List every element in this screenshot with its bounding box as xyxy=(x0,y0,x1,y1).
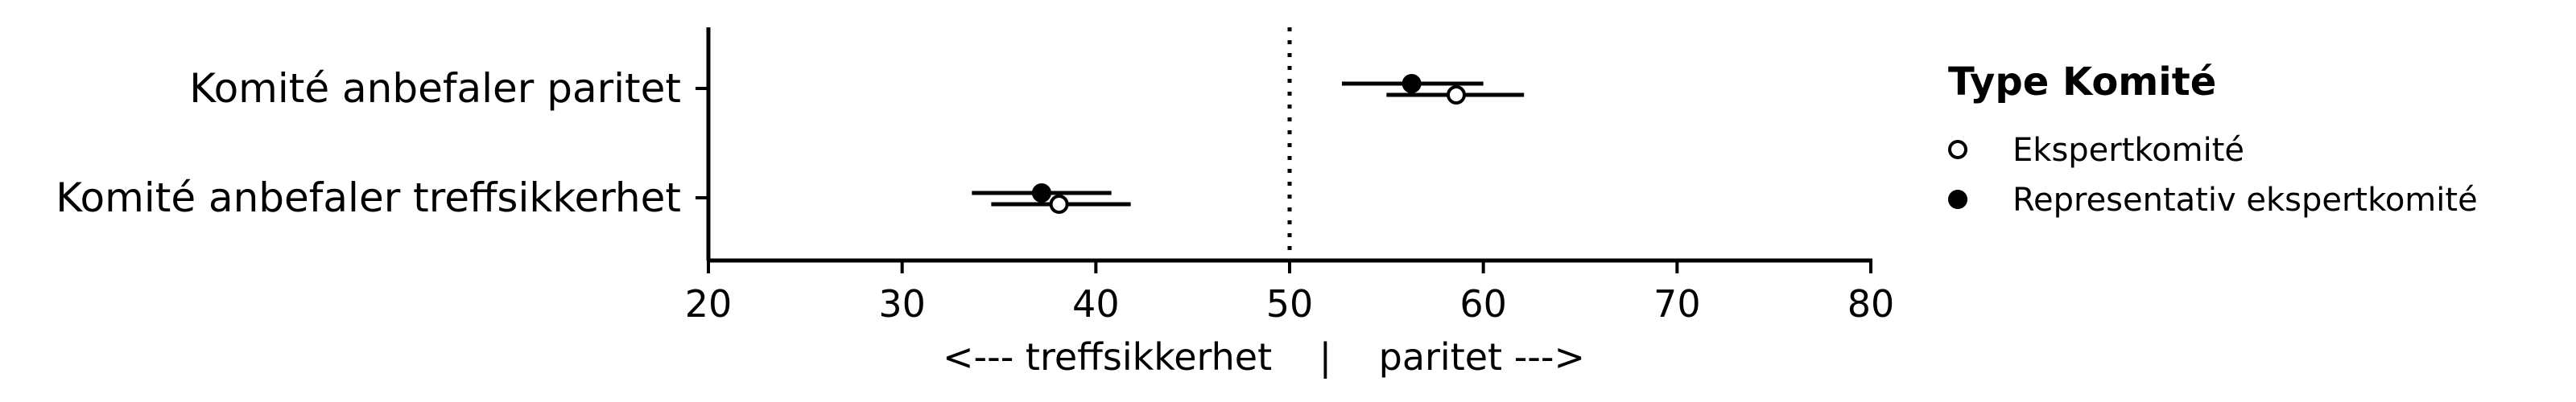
plot-axes: 20 30 40 50 60 70 80 xyxy=(685,27,1895,326)
x-tick-label: 70 xyxy=(1653,282,1701,326)
x-tick-label: 20 xyxy=(685,282,733,326)
legend-entry-label: Representativ ekspertkomité xyxy=(2013,182,2478,219)
legend-entry-label: Ekspertkomité xyxy=(2013,132,2244,169)
x-tick-label: 60 xyxy=(1459,282,1507,326)
x-tick-label: 50 xyxy=(1266,282,1314,326)
category-labels: Komité anbefaler paritet Komité anbefaler… xyxy=(56,65,681,221)
legend-title: Type Komité xyxy=(1948,59,2216,105)
x-tick-label: 40 xyxy=(1072,282,1120,326)
x-tick-label: 80 xyxy=(1847,282,1895,326)
category-label: Komité anbefaler treffsikkerhet xyxy=(56,174,681,221)
data-marks xyxy=(972,74,1525,214)
legend-marker xyxy=(1948,190,1967,209)
x-tick-label: 30 xyxy=(878,282,926,326)
data-point xyxy=(1031,183,1051,203)
legend: Type Komité Ekspertkomité Representativ ek… xyxy=(1948,59,2478,219)
data-point xyxy=(1402,74,1422,93)
legend-marker xyxy=(1948,140,1967,159)
data-point xyxy=(1446,85,1466,105)
category-label: Komité anbefaler paritet xyxy=(189,65,681,112)
data-point xyxy=(1049,195,1069,214)
x-axis-label: <--- treffsikkerhet | paritet ---> xyxy=(943,335,1585,379)
